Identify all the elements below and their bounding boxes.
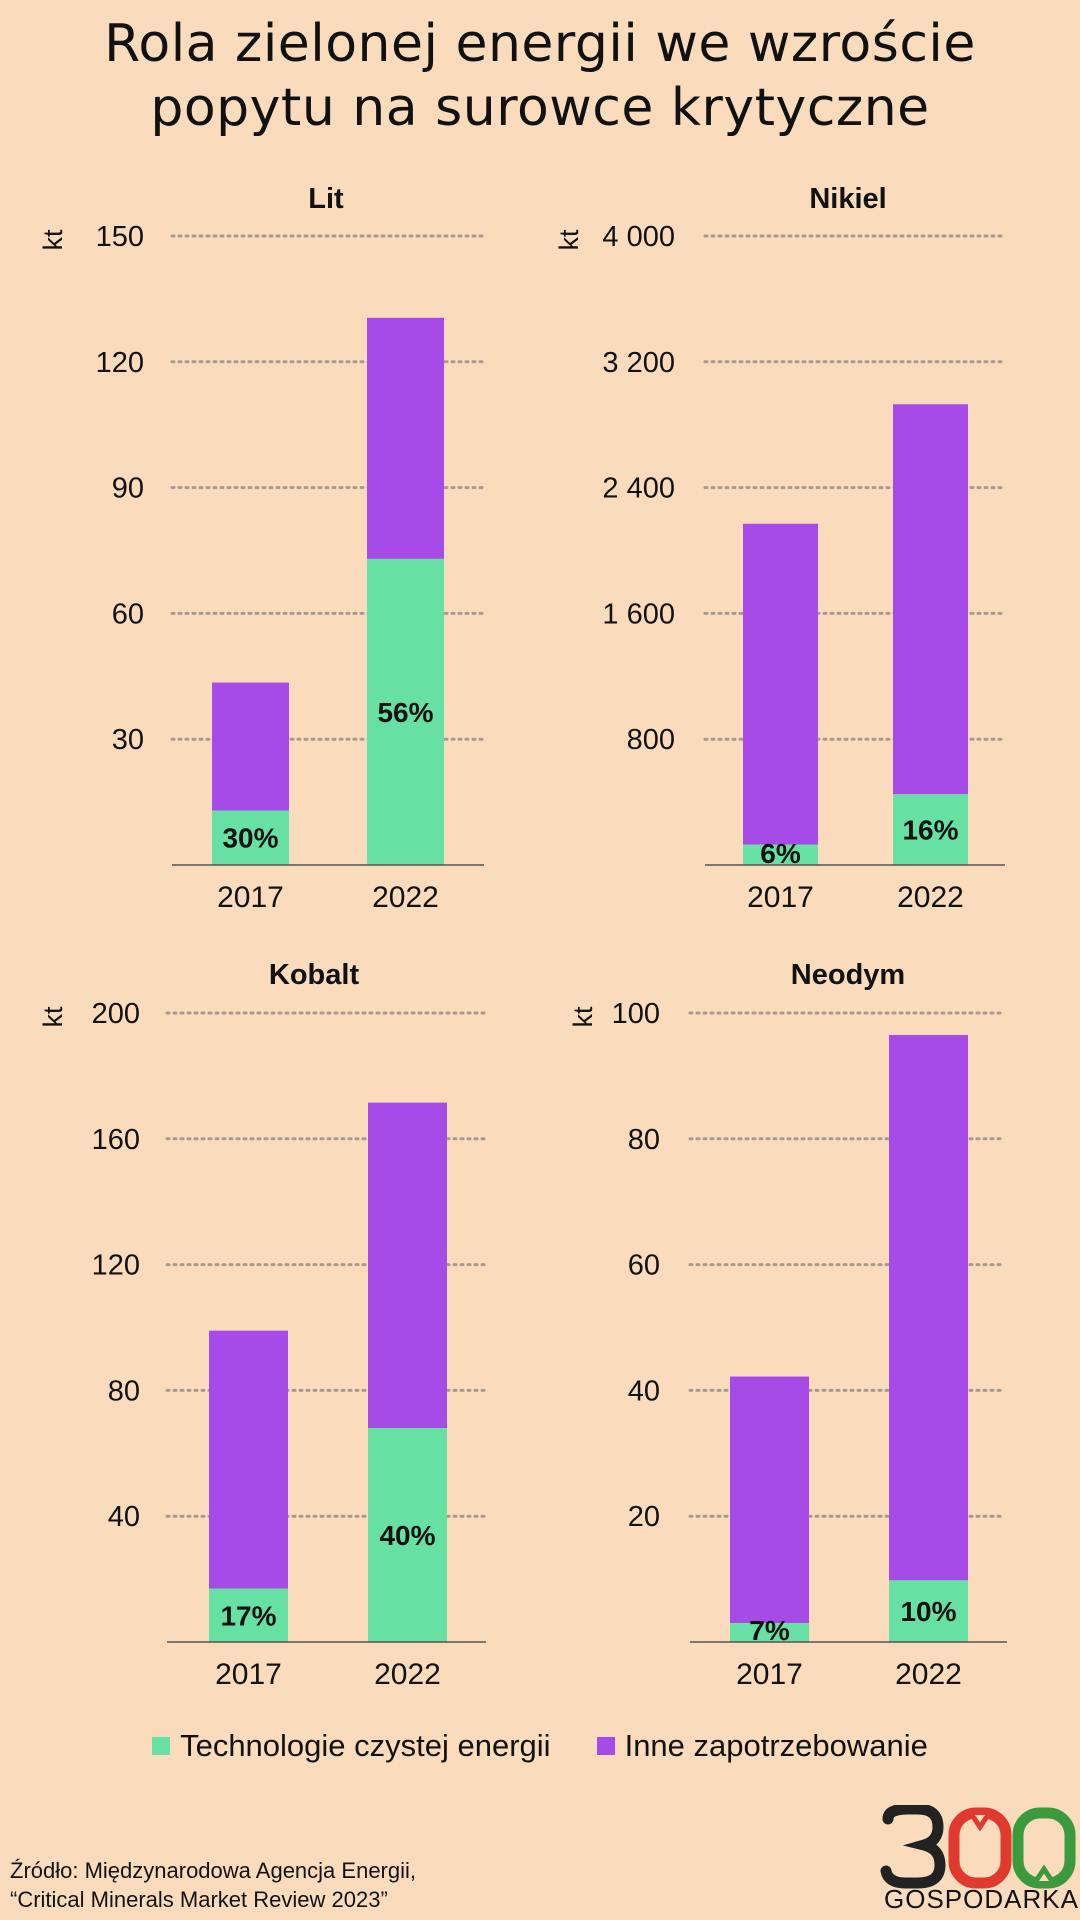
neodym-y-tick-label: 20 [628, 1501, 660, 1533]
legend-label-clean-energy: Technologie czystej energii [180, 1728, 551, 1763]
lit-bar-other-2017 [212, 682, 289, 811]
lit-bar-other-2022 [367, 317, 444, 559]
neodym-y-tick-label: 40 [628, 1375, 660, 1407]
neodym-chart-title: Neodym [791, 959, 905, 991]
kobalt-y-tick-label: 40 [108, 1501, 140, 1533]
kobalt-x-tick-label: 2022 [374, 1658, 441, 1691]
neodym-y-tick-label: 80 [628, 1124, 660, 1156]
nikiel-y-tick-label: 2 400 [602, 473, 675, 505]
legend-swatch-green [152, 1737, 171, 1755]
neodym-y-tick-label: 60 [628, 1250, 660, 1282]
kobalt-data-label-2022: 40% [379, 1520, 435, 1551]
source-line-1: Źródło: Międzynarodowa Agencja Energii, [10, 1858, 417, 1883]
neodym-x-tick-label: 2022 [895, 1658, 962, 1691]
nikiel-data-label-2022: 16% [902, 815, 958, 846]
nikiel-bar-other-2022 [893, 404, 968, 795]
neodym-bar-clean-2022 [889, 1580, 968, 1642]
lit-data-label-2017: 30% [222, 823, 278, 854]
source-line-2: “Critical Minerals Market Review 2023” [10, 1887, 388, 1912]
neodym-y-axis-label: kt [568, 1006, 598, 1028]
lit-y-axis-label: kt [38, 229, 68, 251]
kobalt-data-label-2017: 17% [220, 1600, 276, 1631]
title-line-1: Rola zielonej energii we wzroście [104, 14, 976, 74]
neodym-bar-other-2017 [730, 1376, 809, 1624]
kobalt-y-tick-label: 160 [92, 1124, 140, 1156]
nikiel-bar-clean-2022 [893, 794, 968, 865]
lit-y-tick-label: 120 [96, 347, 144, 379]
nikiel-y-axis-label: kt [554, 229, 584, 251]
legend: Technologie czystej energii Inne zapotrz… [0, 1728, 1080, 1764]
lit-data-label-2022: 56% [377, 697, 433, 728]
neodym-data-label-2022: 10% [900, 1596, 956, 1627]
lit-bar-clean-2017 [212, 810, 289, 865]
kobalt-x-tick-label: 2017 [215, 1658, 282, 1691]
lit-y-tick-label: 30 [112, 724, 144, 756]
kobalt-bar-other-2022 [368, 1102, 447, 1429]
kobalt-bar-other-2017 [209, 1330, 288, 1589]
kobalt-y-tick-label: 200 [92, 998, 140, 1030]
lit-x-tick-label: 2017 [217, 881, 284, 914]
title-line-2: popytu na surowce krytyczne [150, 78, 930, 138]
logo-300-icon [880, 1805, 1076, 1889]
neodym-bar-other-2022 [889, 1035, 968, 1581]
kobalt-bar-clean-2017 [209, 1588, 288, 1642]
charts-area: Lit kt 30 60 90 120 150 30% 2017 56% 2022 Nikiel kt 8… [38, 183, 1007, 1691]
legend-swatch-purple [596, 1737, 615, 1755]
nikiel-y-tick-label: 3 200 [602, 347, 675, 379]
nikiel-y-tick-label: 1 600 [602, 598, 675, 630]
lit-bar-clean-2022 [367, 558, 444, 865]
nikiel-y-tick-label: 800 [627, 724, 675, 756]
nikiel-x-tick-label: 2022 [897, 881, 964, 914]
kobalt-chart-title: Kobalt [269, 959, 360, 991]
kobalt-y-tick-label: 120 [92, 1250, 140, 1282]
kobalt-bar-clean-2022 [368, 1428, 447, 1642]
lit-y-tick-label: 90 [112, 473, 144, 505]
lit-y-tick-label: 60 [112, 598, 144, 630]
logo-text: GOSPODARKA [884, 1884, 1079, 1914]
lit-chart-title: Lit [308, 183, 344, 215]
nikiel-y-tick-label: 4 000 [602, 221, 675, 253]
neodym-x-tick-label: 2017 [736, 1658, 803, 1691]
neodym-bar-clean-2017 [730, 1623, 809, 1642]
nikiel-x-tick-label: 2017 [747, 881, 814, 914]
neodym-data-label-2017: 7% [749, 1615, 790, 1646]
source-note: Źródło: Międzynarodowa Agencja Energii, … [10, 1856, 416, 1914]
page-title: Rola zielonej energii we wzroście popytu… [0, 12, 1080, 140]
legend-item-clean-energy: Technologie czystej energii [152, 1728, 551, 1764]
lit-x-tick-label: 2022 [372, 881, 439, 914]
nikiel-bar-clean-2017 [743, 844, 818, 865]
neodym-y-tick-label: 100 [612, 998, 660, 1030]
nikiel-bar-other-2017 [743, 523, 818, 845]
kobalt-y-tick-label: 80 [108, 1375, 140, 1407]
nikiel-chart-title: Nikiel [809, 183, 886, 215]
legend-item-other-demand: Inne zapotrzebowanie [596, 1728, 928, 1764]
nikiel-data-label-2017: 6% [760, 838, 801, 869]
lit-y-tick-label: 150 [96, 221, 144, 253]
legend-label-other-demand: Inne zapotrzebowanie [624, 1728, 928, 1763]
kobalt-y-axis-label: kt [38, 1006, 68, 1028]
